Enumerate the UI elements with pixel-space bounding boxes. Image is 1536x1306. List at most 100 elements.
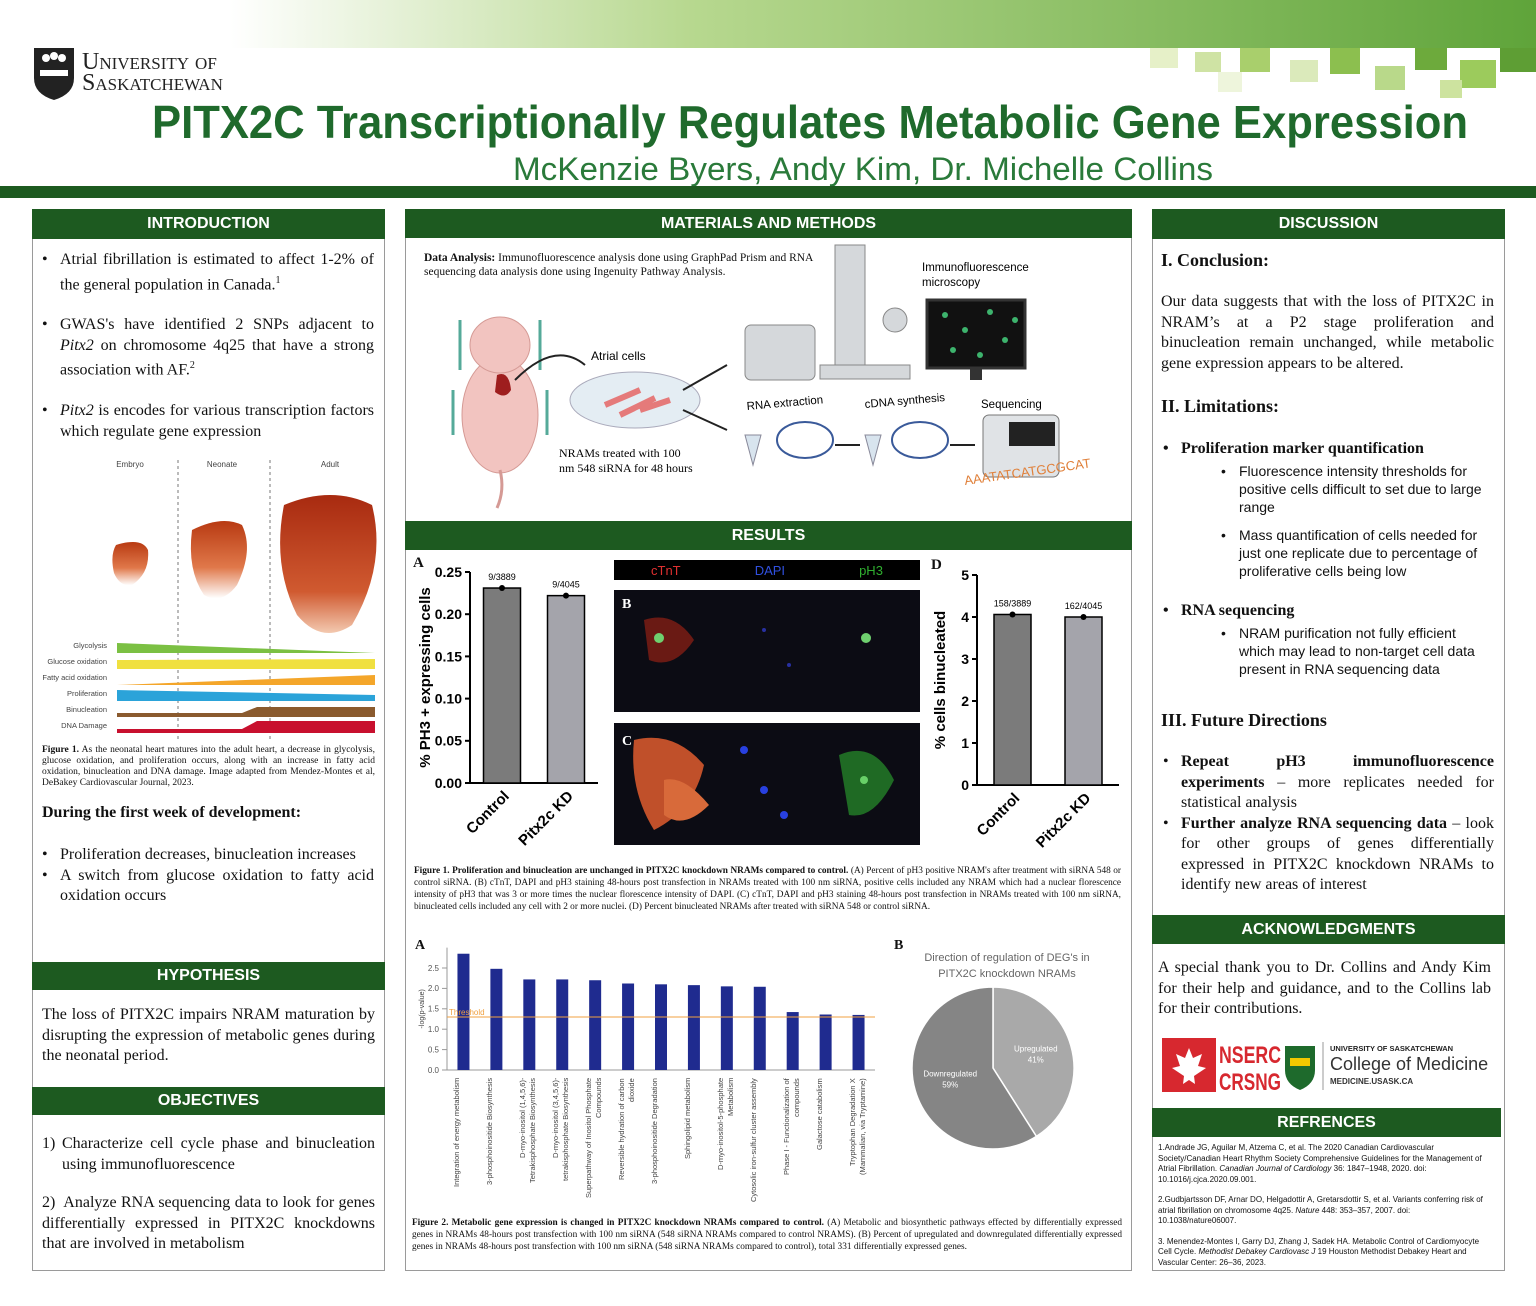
adult-heart <box>280 495 377 633</box>
panel-letter: C <box>622 734 632 749</box>
caption-text: (A) Percent of pH3 positive NRAM's after… <box>414 866 1122 912</box>
slice-label: Downregulated <box>923 1069 977 1078</box>
section-heading: HYPOTHESIS <box>32 962 385 990</box>
text: GWAS's have identified 2 SNPs adjacent t… <box>60 316 374 334</box>
y-tick-label: 2.0 <box>428 984 440 993</box>
stage-label: Adult <box>321 460 340 469</box>
panel-letter: A <box>413 555 424 571</box>
monitor-stand <box>970 368 982 380</box>
mean-point <box>499 585 505 592</box>
emphasis: Further analyze RNA sequencing data <box>1181 814 1448 832</box>
methods-diagram: Atrial cells NRAMs treated with 100 nm 5… <box>451 244 1092 509</box>
panel-letter: B <box>894 938 904 953</box>
label: Data Analysis: <box>424 252 496 264</box>
emphasis: Repeat pH3 immunofluorescence experiment… <box>1181 753 1494 791</box>
header-rule <box>0 186 1536 198</box>
y-tick-label: 4 <box>961 609 969 625</box>
text: is encodes for various transcription fac… <box>60 402 374 440</box>
objective-number: 2) <box>42 1194 56 1211</box>
poster-title: PITX2C Transcriptionally Regulates Metab… <box>152 96 1468 148</box>
caption-text: As the neonatal heart matures into the a… <box>42 745 375 788</box>
arrow <box>682 364 728 431</box>
y-tick-label: 2.5 <box>428 964 440 973</box>
y-axis-label: % PH3 + expressing cells <box>417 587 434 768</box>
tubes <box>744 434 882 467</box>
bar <box>852 1014 865 1070</box>
acknowledgment-text: A special thank you to Dr. Collins and A… <box>1158 959 1491 1017</box>
bar <box>687 985 700 1070</box>
y-tick-label: 2 <box>961 693 969 709</box>
x-tick-label: Galactose catabolism <box>814 1078 824 1150</box>
bar <box>589 980 602 1070</box>
bar <box>482 587 522 784</box>
panel-letter: A <box>415 938 426 953</box>
text: – more replicates needed for statistical… <box>1181 773 1494 812</box>
bar-annotation: 9/4045 <box>552 580 580 590</box>
analysis-text: Data Analysis: Immunofluorescence analys… <box>424 251 824 279</box>
bar <box>753 986 766 1070</box>
pie-title: Direction of regulation of DEG's in PITX… <box>924 952 1090 980</box>
band <box>117 690 375 701</box>
objective-number: 1) <box>42 1135 56 1152</box>
pathway-chart: 0.0 0.5 1.0 1.5 2.0 2.5 -log(p-value) Threshold <box>419 947 875 1075</box>
section-heading: REFRENCES <box>1152 1108 1501 1137</box>
x-tick-label: Control <box>974 790 1024 840</box>
petri-dish <box>569 371 701 429</box>
sequencer-screen <box>1009 422 1055 446</box>
y-tick-label: 3 <box>961 651 969 667</box>
slice-value: 59% <box>942 1080 958 1089</box>
objective-text: Analyze RNA sequencing data to look for … <box>42 1194 375 1252</box>
bar-annotation: 9/3889 <box>488 572 516 582</box>
sub-list: Fluorescence intensity thresholds for po… <box>1221 462 1494 580</box>
bar <box>556 979 569 1070</box>
mean-point <box>1009 611 1016 618</box>
reference: 3. Menendez-Montes I, Garry DJ, Zhang J,… <box>1158 1237 1488 1269</box>
ph3-chart: 0.00 0.05 0.10 0.15 0.20 0.25% PH3 + expressi… <box>417 564 598 849</box>
pathway-labels: Integration of energy metabolism 3-phosph… <box>410 1075 880 1210</box>
shield-band <box>1290 1058 1310 1066</box>
reference: 2.Gudbjartsson DF, Arnar DO, Helgadottir… <box>1158 1195 1488 1227</box>
gene: Pitx2 <box>60 336 94 354</box>
microscope <box>744 244 911 381</box>
logo-text: CRSNG <box>1219 1069 1281 1096</box>
bullet: Atrial fibrillation is estimated to affe… <box>40 250 374 295</box>
citation: 2 <box>189 360 195 372</box>
university-name: University of <box>82 49 217 75</box>
band <box>117 643 375 653</box>
process-label: Glucose oxidation <box>47 657 107 666</box>
reference: 1.Andrade JG, Aguilar M, Atzema C, et al… <box>1158 1143 1488 1185</box>
caption-label: Figure 1. <box>42 745 80 755</box>
bullet: Repeat pH3 immunofluorescence experiment… <box>1161 752 1494 814</box>
gene: Pitx2 <box>60 402 94 420</box>
objective: 2) Analyze RNA sequencing data to look f… <box>42 1193 375 1255</box>
logo-text: MEDICINE.USASK.CA <box>1330 1077 1413 1086</box>
diagram-label: RNA extraction <box>746 394 823 413</box>
bullet: A switch from glucose oxidation to fatty… <box>40 866 374 907</box>
heart-figure: Embryo Neonate Adult Glycolysis Glucose oxid… <box>42 460 377 740</box>
caption-text: (A) Metabolic and biosynthetic pathways … <box>412 1218 1123 1252</box>
pie-slice <box>911 986 1038 1150</box>
future-list: Repeat pH3 immunofluorescence experiment… <box>1161 752 1494 896</box>
subheading: During the first week of development: <box>42 804 302 821</box>
bar-annotation: 158/3889 <box>994 598 1032 608</box>
text: – look for other groups of genes differe… <box>1181 814 1494 894</box>
binucleation-chart: 0 1 2 3 4 5 % cells binucleated 158/3889 Control… <box>932 567 1119 851</box>
slice-label: Upregulated <box>1014 1045 1058 1054</box>
section-heading: INTRODUCTION <box>32 209 385 239</box>
logo-shield <box>34 48 74 100</box>
microscopy-panels: B C <box>614 590 920 845</box>
text: Immunofluorescence analysis done using G… <box>424 252 813 278</box>
text: 1.Andrade JG, Aguilar M, Atzema C, et al… <box>1158 1143 1482 1173</box>
band <box>117 659 375 669</box>
bar <box>622 983 635 1070</box>
x-tick-label: 3-phosphoinositide Degradation <box>650 1078 659 1184</box>
section-heading: RESULTS <box>405 521 1132 550</box>
x-tick-label: Reversible hydration of carbon dioxide <box>617 1078 637 1180</box>
x-tick-label: D-myo-inositol (3,4,5,6)-tetrakisphospha… <box>551 1078 571 1182</box>
diagram-label: cDNA synthesis <box>864 392 946 411</box>
stage-label: Embryo <box>116 460 144 469</box>
bullet: RNA sequencing <box>1161 602 1494 620</box>
header-band <box>0 0 1536 48</box>
cells-c <box>633 737 894 830</box>
threshold-label: Threshold <box>449 1008 485 1017</box>
